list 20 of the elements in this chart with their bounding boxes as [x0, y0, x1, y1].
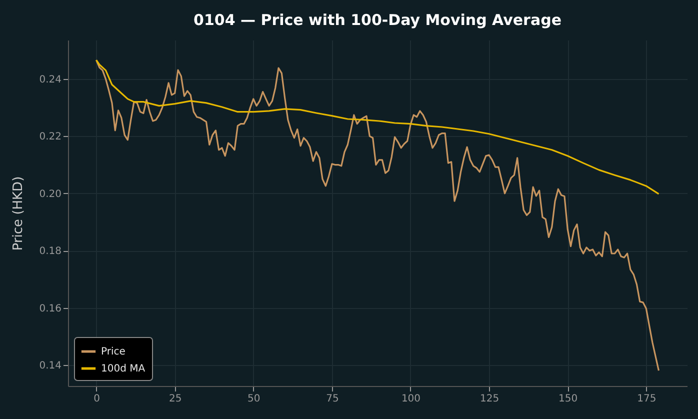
y-axis-title: Price (HKD) — [11, 176, 26, 251]
y-tick-label: 0.22 — [39, 132, 62, 143]
x-tick-label: 0 — [94, 394, 100, 404]
line-series — [95, 59, 660, 372]
x-tick-label: 75 — [326, 394, 339, 404]
line-series — [95, 59, 660, 195]
y-tick-label: 0.18 — [39, 246, 62, 258]
legend-label: 100d MA — [101, 364, 146, 374]
y-tick-label: 0.24 — [39, 74, 62, 86]
x-tick-label: 50 — [248, 394, 260, 404]
x-tick-label: 175 — [637, 394, 656, 404]
y-tick-label: 0.20 — [39, 188, 62, 200]
x-tick-label: 125 — [480, 394, 500, 404]
y-tick-label: 0.16 — [39, 303, 62, 314]
x-tick-label: 100 — [401, 394, 421, 404]
y-tick-label: 0.14 — [39, 360, 62, 372]
x-tick-label: 25 — [168, 394, 182, 404]
x-tick-label: 150 — [558, 394, 578, 404]
legend-label: Price — [101, 346, 126, 358]
chart-title: 0104 — Price with 100-Day Moving Average — [194, 11, 562, 29]
